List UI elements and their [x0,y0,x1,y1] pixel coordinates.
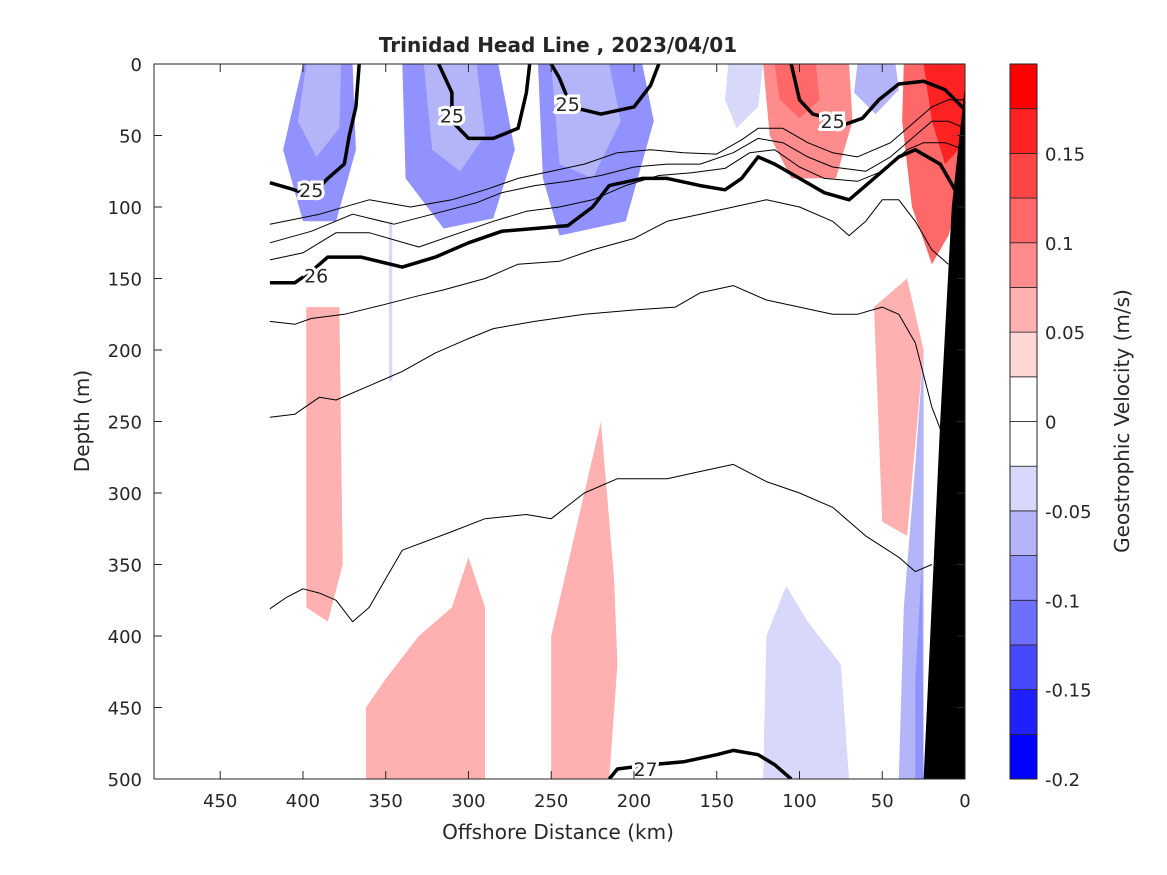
y-tick-label: 0 [131,55,142,76]
density-contour [269,64,361,198]
colorbar-segment [1009,152,1038,199]
colorbar-segment [1009,242,1038,288]
colorbar-segment [1009,63,1038,110]
contour-label: 26 [304,266,328,288]
y-tick-label: 150 [108,270,142,291]
y-axis-ticks: 0 50 100 150 200 250 300 350 400 450 500 [108,55,965,791]
colorbar-tick-label: -0.1 [1045,591,1080,612]
bathymetry-layer [923,85,965,779]
colorbar-segment [1009,555,1038,601]
colorbar-tick-label: 0.1 [1045,234,1074,255]
density-contour-layer [269,64,965,779]
velocity-region [874,278,924,536]
colorbar-tick-label: 0 [1045,413,1056,434]
density-contour [437,64,532,141]
y-tick-label: 200 [108,341,142,362]
contour-label: 25 [820,111,844,133]
y-tick-label: 100 [108,198,142,219]
colorbar-segment [1009,689,1038,735]
y-tick-label: 250 [108,413,142,434]
contour-label: 25 [440,105,464,127]
density-contour [269,142,965,261]
y-tick-label: 450 [108,699,142,720]
colorbar-tick-label: -0.15 [1045,681,1092,702]
density-contour [269,463,933,623]
velocity-region [306,307,343,622]
density-contour [269,285,949,451]
density-contour [549,64,661,116]
velocity-region [551,64,621,179]
x-tick-label: 100 [782,791,816,812]
y-tick-label: 50 [119,127,142,148]
density-contour [269,120,965,244]
velocity-region [389,221,393,382]
y-axis-label: Depth (m) [70,370,94,472]
x-tick-label: 200 [617,791,651,812]
colorbar-tick-label: -0.2 [1045,770,1080,791]
velocity-region [298,64,341,157]
velocity-region [923,64,965,165]
x-axis-label: Offshore Distance (km) [442,820,674,844]
x-tick-label: 350 [369,791,403,812]
velocity-region [725,64,764,129]
colorbar-segment [1009,287,1038,333]
density-contour [269,99,965,225]
x-tick-label: 450 [203,791,237,812]
colorbar-segment [1009,733,1038,780]
velocity-region [365,557,485,779]
density-contour [269,199,949,325]
contour-label: 27 [633,759,657,781]
density-contour [607,748,793,779]
contour-label: 25 [299,180,323,202]
seafloor-bathymetry [923,85,965,779]
velocity-region [423,64,485,172]
velocity-region [763,585,850,779]
colorbar-segment [1009,465,1038,512]
colorbar-segment [1009,510,1038,556]
x-tick-label: 300 [451,791,485,812]
contour-label: 25 [556,94,580,116]
colorbar-frame [1009,63,1038,780]
x-tick-label: 150 [700,791,734,812]
x-tick-label: 250 [534,791,568,812]
y-tick-label: 300 [108,484,142,505]
x-axis-ticks: 450 400 350 300 250 200 150 100 50 0 [203,64,971,812]
colorbar-segment [1009,421,1038,467]
x-tick-label: 50 [871,791,894,812]
colorbar-segment [1009,644,1038,691]
colorbar-segment [1009,331,1038,378]
x-tick-label: 400 [286,791,320,812]
velocity-region [854,64,899,115]
velocity-region [915,564,924,779]
colorbar: -0.2 -0.15 -0.1 -0.05 0 0.05 0.1 0.15 [1009,63,1092,791]
colorbar-tick-label: -0.05 [1045,502,1092,523]
density-contour [789,64,965,126]
chart-title: Trinidad Head Line , 2023/04/01 [379,33,737,57]
x-tick-label: 0 [959,791,970,812]
colorbar-tick-label: 0.05 [1045,323,1085,344]
velocity-region [551,421,618,779]
y-tick-label: 350 [108,556,142,577]
colorbar-segment [1009,197,1038,244]
colorbar-segment [1009,599,1038,646]
y-tick-label: 400 [108,627,142,648]
colorbar-segment [1009,108,1038,154]
velocity-fill-layer [283,64,965,779]
colorbar-segment [1009,376,1038,422]
colorbar-label: Geostrophic Velocity (m/s) [1110,289,1134,553]
contour-label-layer: 25 25 25 25 26 27 [296,91,848,784]
colorbar-tick-label: 0.15 [1045,144,1085,165]
y-tick-label: 500 [108,770,142,791]
